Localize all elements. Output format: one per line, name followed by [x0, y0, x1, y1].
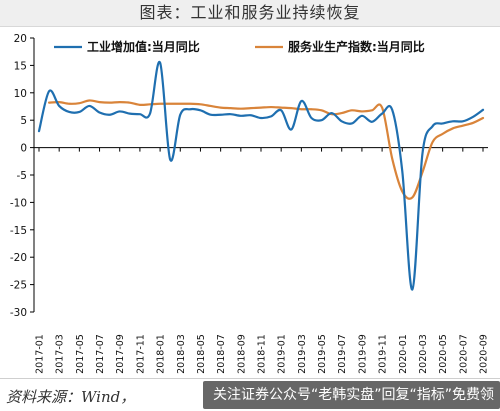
x-tick-label: 2020-07 [458, 334, 469, 374]
x-tick-label: 2017-01 [35, 334, 46, 374]
x-tick-label: 2017-11 [135, 334, 146, 374]
x-tick-label: 2018-03 [176, 334, 187, 374]
legend-label-services: 服务业生产指数:当月同比 [288, 39, 425, 54]
x-tick-label: 2019-07 [337, 334, 348, 374]
y-tick-label: -10 [10, 197, 27, 209]
y-tick-label: -20 [10, 252, 27, 264]
x-tick-label: 2018-11 [257, 334, 268, 374]
x-tick-label: 2019-11 [378, 334, 389, 374]
x-tick-label: 2019-09 [357, 334, 368, 374]
y-tick-label: 10 [14, 88, 27, 100]
x-tick-label: 2018-09 [236, 334, 247, 374]
x-tick-label: 2020-01 [398, 334, 409, 374]
x-tick-label: 2019-03 [297, 334, 308, 374]
x-tick-label: 2019-05 [317, 334, 328, 374]
x-axis-ticks: 2017-01 2017-03 2017-05 2017-07 2017-09 2017-… [35, 147, 490, 374]
x-tick-label: 2017-09 [115, 334, 126, 374]
watermark-banner: 关注证券公众号“老韩实盘”回复“指标”免费领 [202, 381, 500, 409]
y-tick-label: -25 [10, 280, 27, 292]
legend: 工业增加值:当月同比 服务业生产指数:当月同比 [54, 39, 425, 54]
x-tick-label: 2017-05 [75, 334, 86, 374]
x-tick-label: 2017-03 [55, 334, 66, 374]
y-tick-label: 20 [14, 33, 27, 45]
y-tick-label: 15 [14, 60, 27, 72]
y-axis-ticks: 20 15 10 5 0 -5 -10 -15 -20 -25 -30 [10, 33, 34, 319]
y-tick-label: -15 [10, 225, 27, 237]
x-tick-label: 2020-09 [479, 334, 490, 374]
x-tick-label: 2017-07 [95, 334, 106, 374]
x-tick-label: 2018-05 [196, 334, 207, 374]
series-line-services [47, 99, 485, 200]
y-tick-label: 0 [20, 143, 27, 155]
x-tick-label: 2020-03 [418, 334, 429, 374]
line-chart: 20 15 10 5 0 -5 -10 -15 -20 -25 -30 2017-01 2017-03… [10, 33, 490, 374]
x-tick-label: 2020-05 [438, 334, 449, 374]
y-tick-label: -5 [17, 170, 27, 182]
legend-label-industry: 工业增加值:当月同比 [87, 39, 200, 54]
chart-title: 图表：工业和服务业持续恢复 [0, 0, 500, 27]
source-note: 资料来源：Wind， [6, 388, 136, 406]
source-footer: 资料来源：Wind， 关注证券公众号“老韩实盘”回复“指标”免费领 [0, 378, 500, 411]
x-tick-label: 2019-01 [277, 334, 288, 374]
series-line-industry [37, 61, 485, 291]
x-tick-label: 2018-01 [156, 334, 167, 374]
y-tick-label: -30 [10, 307, 27, 319]
y-tick-label: 5 [20, 115, 27, 127]
series-lines [37, 61, 485, 291]
x-tick-label: 2018-07 [216, 334, 227, 374]
